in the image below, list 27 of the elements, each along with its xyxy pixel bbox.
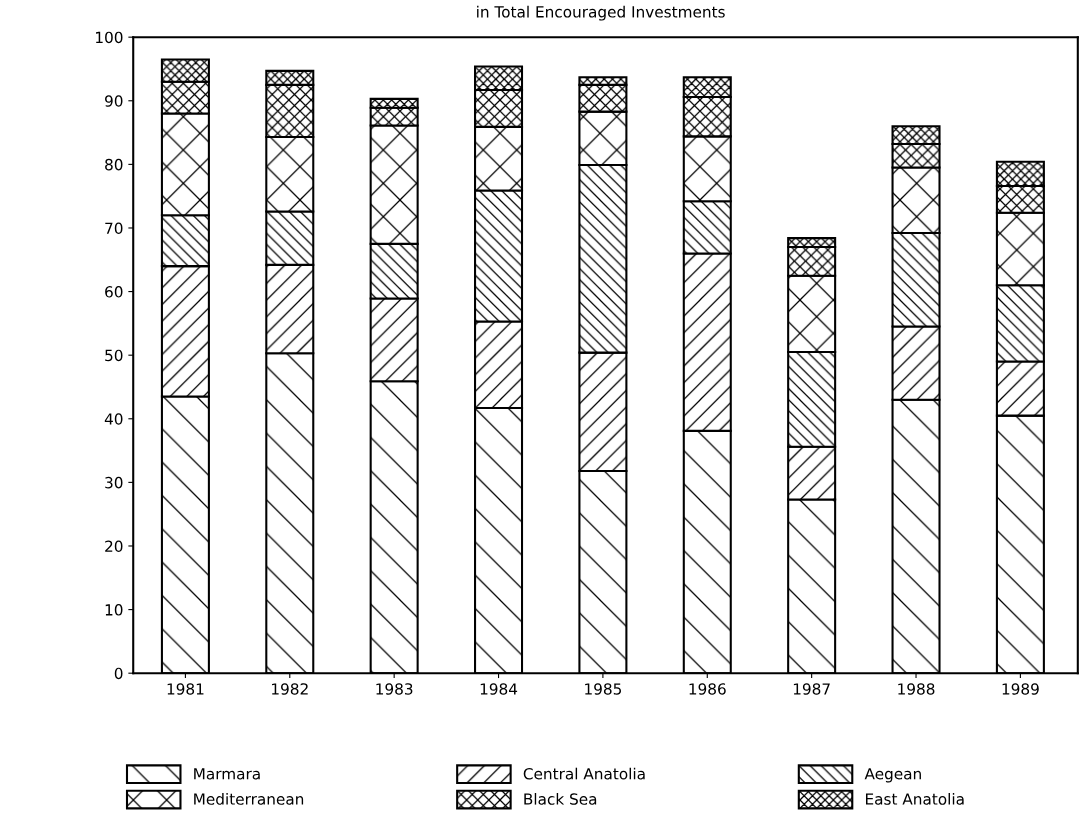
x-tick-label: 1988	[898, 683, 935, 695]
y-tick-label: 50	[105, 349, 123, 362]
x-tick-label: 1986	[689, 683, 726, 695]
x-tick-label: 1984	[480, 683, 518, 695]
legend-label: East Anatolia	[866, 792, 964, 805]
y-tick-label: 20	[105, 540, 123, 553]
y-tick-label: 100	[96, 31, 123, 44]
legend-label: Central Anatolia	[523, 767, 645, 780]
y-tick-label: 0	[114, 667, 123, 680]
y-tick-label: 10	[105, 604, 123, 616]
x-tick-label: 1989	[1002, 683, 1039, 695]
x-tick-label: 1982	[272, 683, 308, 695]
chart-title: in Total Encouraged Investments	[477, 5, 725, 21]
legend-label: Marmara	[194, 768, 260, 780]
y-tick-label: 30	[105, 476, 123, 489]
y-tick-label: 60	[105, 286, 123, 298]
x-tick-label: 1987	[793, 683, 830, 695]
x-tick-label: 1981	[167, 683, 204, 695]
legend-label: Mediterranean	[194, 792, 304, 805]
y-tick-label: 40	[104, 413, 123, 425]
x-tick-label: 1983	[376, 683, 413, 695]
legend-label: Aegean	[864, 768, 921, 783]
legend-label: Black Sea	[524, 792, 597, 805]
x-tick-label: 1985	[585, 683, 622, 695]
y-tick-label: 80	[105, 158, 123, 171]
y-tick-label: 90	[105, 95, 123, 107]
y-tick-label: 70	[105, 222, 123, 234]
